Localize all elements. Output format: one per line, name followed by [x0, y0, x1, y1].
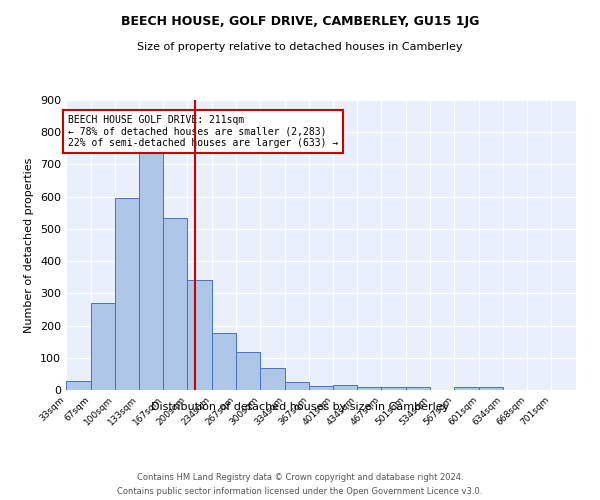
Bar [406, 387, 430, 390]
Bar [139, 152, 163, 390]
Bar [358, 387, 381, 390]
Bar [308, 386, 334, 390]
Text: Contains public sector information licensed under the Open Government Licence v3: Contains public sector information licen… [118, 488, 482, 496]
Text: Distribution of detached houses by size in Camberley: Distribution of detached houses by size … [151, 402, 449, 412]
Bar [284, 382, 308, 390]
Y-axis label: Number of detached properties: Number of detached properties [25, 158, 34, 332]
Text: BEECH HOUSE, GOLF DRIVE, CAMBERLEY, GU15 1JG: BEECH HOUSE, GOLF DRIVE, CAMBERLEY, GU15… [121, 15, 479, 28]
Bar [479, 387, 503, 390]
Bar [236, 352, 260, 390]
Bar [212, 332, 236, 390]
Text: Contains HM Land Registry data © Crown copyright and database right 2024.: Contains HM Land Registry data © Crown c… [137, 472, 463, 482]
Bar [260, 368, 284, 390]
Bar [66, 382, 91, 390]
Bar [334, 385, 358, 390]
Bar [187, 280, 212, 390]
Bar [115, 198, 139, 390]
Text: Size of property relative to detached houses in Camberley: Size of property relative to detached ho… [137, 42, 463, 52]
Bar [381, 387, 406, 390]
Bar [454, 388, 479, 390]
Text: BEECH HOUSE GOLF DRIVE: 211sqm
← 78% of detached houses are smaller (2,283)
22% : BEECH HOUSE GOLF DRIVE: 211sqm ← 78% of … [68, 114, 338, 148]
Bar [91, 303, 115, 390]
Bar [163, 218, 187, 390]
